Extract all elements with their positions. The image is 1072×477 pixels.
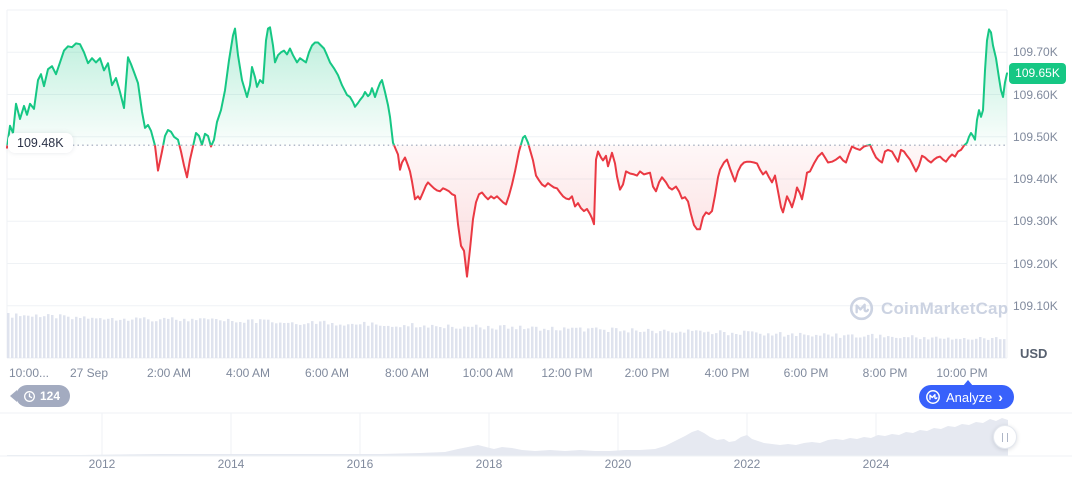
clock-history-icon — [24, 390, 35, 402]
minimap-range-handle[interactable] — [993, 425, 1017, 449]
x-axis-tick: 27 Sep — [69, 366, 109, 380]
currency-label: USD — [1020, 346, 1048, 361]
price-chart-canvas[interactable] — [0, 0, 1010, 362]
coinmarketcap-logo-icon — [926, 390, 940, 404]
x-axis-tick: 2:00 AM — [146, 366, 192, 380]
x-axis-tick: 10:00 PM — [936, 366, 988, 380]
x-axis-tick: 4:00 PM — [704, 366, 750, 380]
minimap-year-label: 2020 — [604, 457, 632, 471]
minimap-year-label: 2014 — [217, 457, 245, 471]
minimap-year-label: 2012 — [88, 457, 116, 471]
x-axis-tick: 6:00 AM — [304, 366, 350, 380]
y-axis-tick: 109.20K — [1013, 256, 1058, 271]
y-axis-tick: 109.10K — [1013, 298, 1058, 313]
coinmarketcap-watermark: CoinMarketCap — [849, 296, 1008, 321]
minimap-year-label: 2022 — [733, 457, 761, 471]
analyze-label: Analyze — [946, 389, 993, 405]
history-count: 124 — [40, 389, 61, 403]
x-axis-tick: 10:00 AM — [462, 366, 514, 380]
current-price-badge: 109.65K — [1009, 62, 1066, 84]
y-axis-tick: 109.70K — [1013, 45, 1058, 60]
x-axis-tick: 6:00 PM — [783, 366, 829, 380]
x-axis-tick: 4:00 AM — [225, 366, 271, 380]
y-axis-tick: 109.60K — [1013, 87, 1058, 102]
coinmarketcap-logo-icon — [849, 296, 874, 321]
baseline-price-label: 109.48K — [8, 133, 73, 153]
minimap-year-label: 2024 — [862, 457, 890, 471]
history-count-button[interactable]: 124 — [9, 385, 71, 407]
minimap-year-label: 2016 — [346, 457, 374, 471]
analyze-button[interactable]: Analyze › — [919, 380, 1014, 409]
watermark-text: CoinMarketCap — [881, 298, 1009, 318]
timeline-minimap[interactable] — [0, 412, 1072, 458]
y-axis-tick: 109.30K — [1013, 214, 1058, 229]
x-axis-tick: 8:00 AM — [384, 366, 430, 380]
x-axis-tick: 2:00 PM — [624, 366, 670, 380]
y-axis-tick: 109.40K — [1013, 172, 1058, 186]
minimap-year-label: 2018 — [475, 457, 503, 471]
x-axis-tick: 8:00 PM — [862, 366, 908, 380]
x-axis-tick: 12:00 PM — [541, 366, 593, 380]
x-axis-tick: 10:00... — [8, 366, 50, 380]
y-axis-tick: 109.50K — [1013, 129, 1058, 144]
chevron-right-icon: › — [998, 389, 1003, 405]
